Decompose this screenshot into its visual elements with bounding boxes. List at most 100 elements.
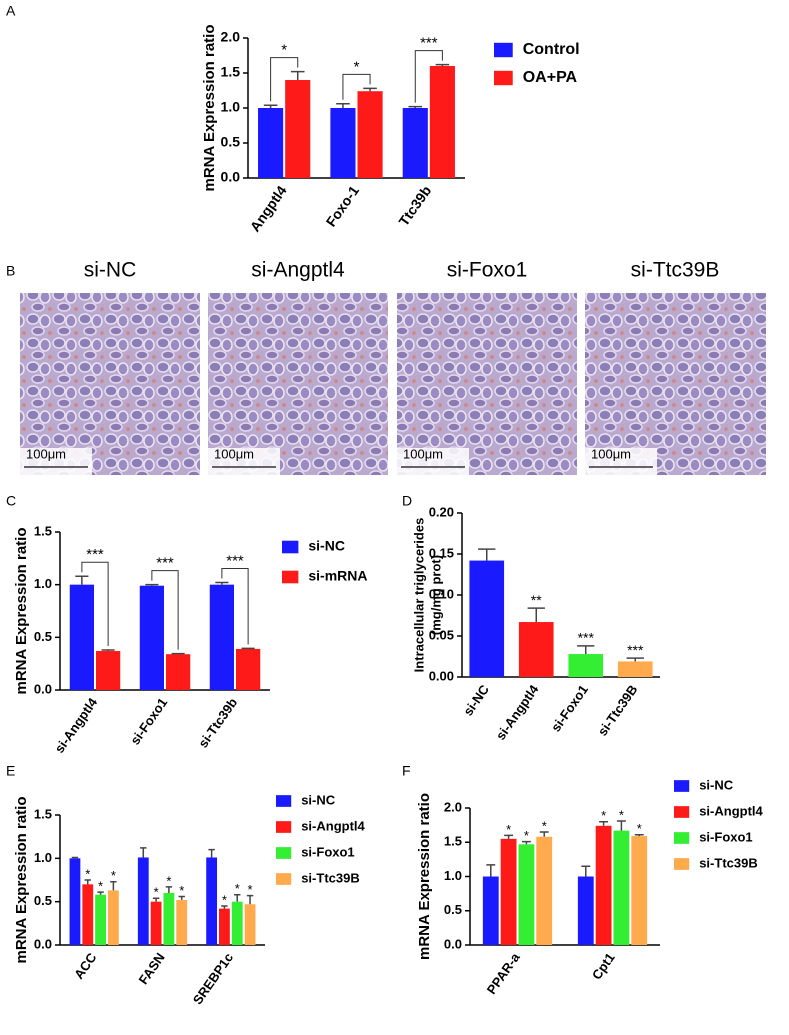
bar: [595, 825, 612, 945]
bar: [258, 108, 284, 178]
x-tick-label: si-NC: [460, 682, 492, 719]
panel-label: C: [6, 493, 16, 509]
error-bar: [521, 840, 531, 845]
y-tick-label: 2.0: [221, 29, 241, 45]
error-bar: [101, 649, 115, 652]
error-bar: [363, 87, 377, 92]
bar: [209, 584, 234, 690]
significance-label: ***: [627, 642, 644, 658]
scale-box: [20, 448, 92, 475]
error-bar: [577, 645, 595, 655]
error-bar: [336, 103, 350, 108]
bar: [518, 622, 554, 677]
y-tick-label: 1.0: [34, 576, 52, 591]
x-tick-label: PPAR-a: [484, 949, 524, 996]
error-bar: [504, 834, 514, 839]
bar: [469, 560, 505, 677]
legend-swatch: [494, 70, 513, 86]
x-tick-label: Foxo-1: [323, 182, 363, 229]
legend-swatch: [276, 821, 292, 833]
legend-swatch: [282, 570, 299, 584]
error-bar: [71, 856, 79, 859]
significance-label: ***: [578, 630, 595, 646]
panel-label: E: [6, 763, 15, 779]
error-bar: [241, 647, 255, 650]
significance-label: *: [601, 808, 606, 823]
bar: [163, 893, 175, 945]
x-tick-label: Cpt1: [589, 950, 618, 982]
significance-label: *: [111, 868, 116, 883]
bar: [429, 66, 455, 178]
legend-swatch: [282, 540, 299, 554]
y-tick-label: 1.5: [34, 806, 52, 821]
y-tick-label: 0.0: [34, 681, 52, 696]
micrograph-panel: si-NC 100μm: [20, 259, 200, 475]
scale-box: [585, 448, 657, 475]
y-tick-label: 0.5: [34, 629, 52, 644]
legend-swatch: [276, 847, 292, 859]
bar: [482, 876, 499, 945]
y-tick-label: 0.20: [429, 504, 454, 519]
significance-label: *: [154, 885, 159, 900]
legend-swatch: [674, 832, 690, 844]
significance-label: ***: [86, 546, 104, 563]
legend-label: si-Ttc39B: [699, 855, 758, 870]
error-bar: [478, 548, 496, 561]
significance-bracket: [414, 50, 443, 103]
error-bar: [246, 894, 254, 905]
y-tick-label: 2.0: [444, 799, 462, 814]
scale-label: 100μm: [26, 446, 66, 461]
error-bar: [152, 897, 160, 902]
scale-box: [208, 448, 280, 475]
significance-bracket: [221, 568, 249, 645]
panel-label: A: [6, 3, 16, 19]
error-bar: [145, 583, 159, 586]
bar: [402, 108, 428, 178]
legend-swatch: [674, 806, 690, 818]
y-tick-label: 1.0: [444, 868, 462, 883]
significance-label: *: [85, 866, 90, 881]
y-tick-label: 0.00: [429, 668, 454, 683]
y-tick-label: 0.05: [429, 627, 454, 642]
legend-swatch: [276, 873, 292, 885]
micrograph-panel: si-Foxo1 100μm: [397, 259, 577, 475]
bar: [500, 838, 517, 945]
error-bar: [110, 880, 117, 891]
significance-label: *: [222, 892, 227, 907]
error-bar: [616, 820, 626, 831]
significance-label: ***: [156, 555, 174, 572]
bar: [96, 651, 121, 690]
bar: [536, 836, 553, 945]
legend-label: si-Ttc39B: [301, 870, 360, 885]
y-tick-label: 1.5: [34, 523, 52, 538]
y-tick-label: 1.0: [34, 850, 52, 865]
scale-label: 100μm: [591, 446, 631, 461]
significance-label: *: [166, 873, 171, 888]
error-bar: [140, 847, 147, 858]
bar: [631, 836, 648, 945]
x-tick-label: si-Ttc39B: [595, 682, 641, 739]
bar: [577, 876, 594, 945]
scale-label: 100μm: [403, 446, 443, 461]
bar: [206, 857, 218, 945]
x-tick-label: si-Foxo1: [548, 682, 591, 734]
x-tick-label: si-Angptl4: [493, 681, 542, 742]
x-tick-label: ACC: [71, 950, 100, 982]
legend-label: si-mRNA: [308, 568, 367, 584]
legend-label: si-NC: [301, 792, 336, 807]
error-bar: [486, 864, 496, 877]
x-tick-label: si-Foxo1: [127, 695, 170, 747]
bar: [617, 661, 653, 677]
y-tick-label: 0.5: [444, 902, 462, 917]
significance-label: *: [506, 822, 511, 837]
y-tick-label: 0.0: [34, 936, 52, 951]
y-axis-label: Intracellular triglycerides: [411, 518, 426, 673]
error-bar: [581, 865, 591, 877]
significance-label: **: [531, 592, 542, 608]
image-title: si-Ttc39B: [631, 259, 720, 282]
y-axis-label: mRNA Expression ratio: [416, 793, 433, 960]
y-tick-label: 0.5: [34, 893, 52, 908]
legend-label: si-NC: [308, 538, 345, 554]
y-axis-label: mRNA Expression ratio: [201, 25, 218, 192]
